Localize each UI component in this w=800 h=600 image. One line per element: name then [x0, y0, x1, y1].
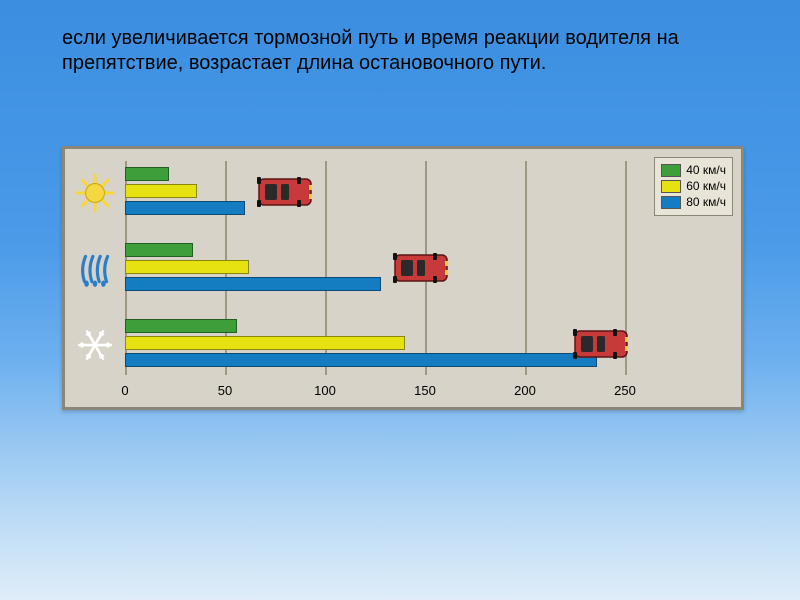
x-tick-label: 200	[514, 383, 536, 398]
legend-item: 60 км/ч	[661, 178, 726, 194]
bar-rain-40	[125, 243, 193, 257]
bar-sunny-60	[125, 184, 197, 198]
x-tick-label: 150	[414, 383, 436, 398]
car-icon	[257, 177, 313, 212]
gridline	[525, 161, 527, 375]
x-tick-label: 50	[218, 383, 232, 398]
gridline	[625, 161, 627, 375]
legend-label: 40 км/ч	[686, 162, 726, 178]
slide-caption: если увеличивается тормозной путь и врем…	[62, 26, 738, 76]
bar-rain-60	[125, 260, 249, 274]
bar-sunny-80	[125, 201, 245, 215]
legend: 40 км/ч60 км/ч80 км/ч	[654, 157, 733, 216]
legend-item: 40 км/ч	[661, 162, 726, 178]
legend-label: 80 км/ч	[686, 194, 726, 210]
gridline	[425, 161, 427, 375]
x-tick-label: 0	[121, 383, 128, 398]
stopping-distance-chart: 0 50 100 150 200 250 40 км/ч60 км/ч80 км/ч	[62, 146, 744, 410]
rain-icon	[65, 245, 125, 293]
bar-snow-60	[125, 336, 405, 350]
bar-snow-80	[125, 353, 597, 367]
snow-icon	[65, 321, 125, 369]
x-tick-label: 250	[614, 383, 636, 398]
legend-label: 60 км/ч	[686, 178, 726, 194]
bar-sunny-40	[125, 167, 169, 181]
legend-swatch	[661, 180, 681, 193]
bar-snow-40	[125, 319, 237, 333]
plot-area	[125, 161, 635, 375]
legend-swatch	[661, 196, 681, 209]
slide: если увеличивается тормозной путь и врем…	[0, 0, 800, 600]
car-icon	[393, 253, 449, 288]
bar-rain-80	[125, 277, 381, 291]
x-tick-label: 100	[314, 383, 336, 398]
legend-swatch	[661, 164, 681, 177]
sun-icon	[65, 169, 125, 217]
legend-item: 80 км/ч	[661, 194, 726, 210]
